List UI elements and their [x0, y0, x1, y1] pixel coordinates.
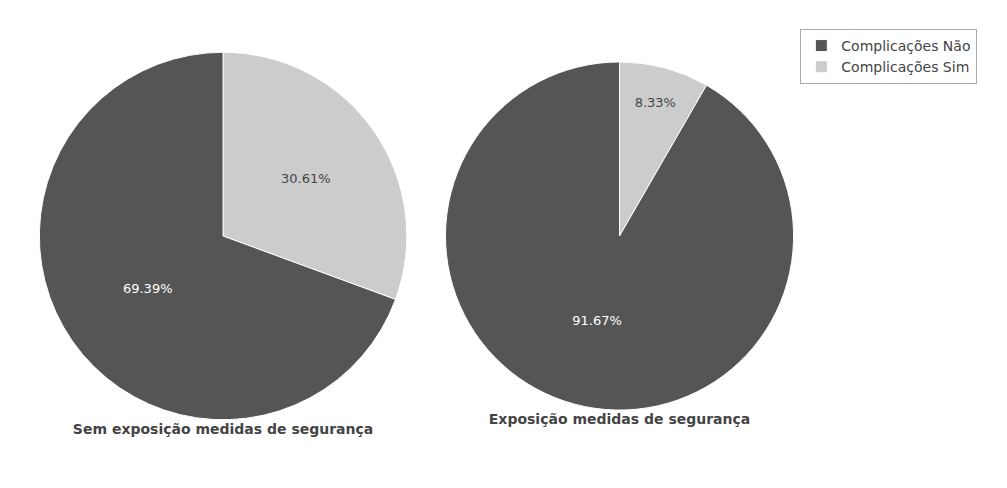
svg-text:Exposição medidas de segurança: Exposição medidas de segurança [489, 411, 750, 427]
svg-text:Sem exposição medidas de segur: Sem exposição medidas de segurança [73, 421, 373, 437]
svg-text:30.61%: 30.61% [281, 171, 331, 186]
svg-text:Complicações Sim: Complicações Sim [841, 59, 969, 75]
svg-text:8.33%: 8.33% [635, 95, 676, 110]
svg-text:69.39%: 69.39% [123, 281, 173, 296]
svg-text:91.67%: 91.67% [572, 313, 622, 328]
svg-text:Complicações Não: Complicações Não [841, 38, 970, 54]
